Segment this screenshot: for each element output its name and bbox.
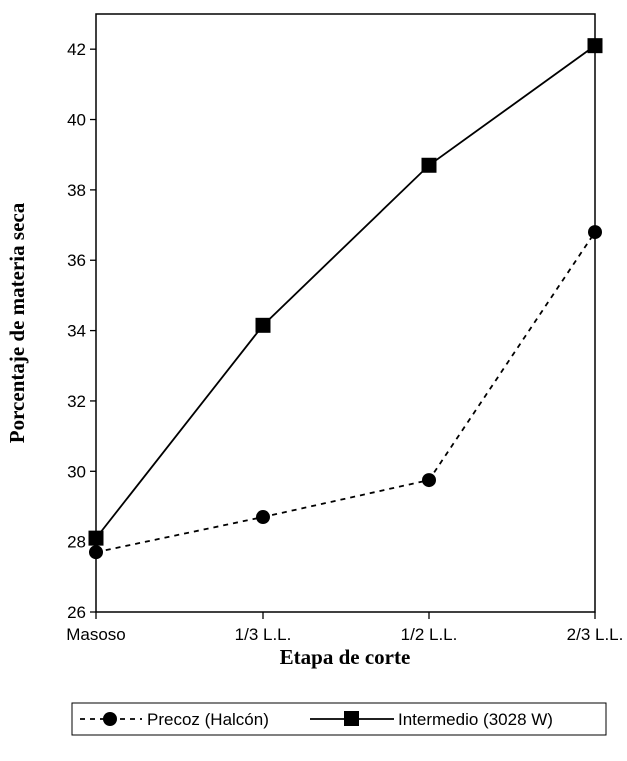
legend-marker-intermedio <box>344 711 359 726</box>
data-point-circle <box>256 510 270 525</box>
data-point-square <box>255 317 271 333</box>
legend-entry-precoz: Precoz (Halcón) <box>80 710 269 729</box>
y-tick-label: 34 <box>67 322 86 341</box>
y-tick-label: 42 <box>67 40 86 59</box>
y-tick-label: 32 <box>67 392 86 411</box>
series-layer <box>88 38 603 560</box>
y-tick-label: 38 <box>67 181 86 200</box>
data-point-square <box>587 38 603 54</box>
x-tick-label: Masoso <box>66 625 126 644</box>
data-point-circle <box>422 473 436 488</box>
series-precoz <box>89 225 602 560</box>
data-point-circle <box>89 545 103 560</box>
legend: Precoz (Halcón) Intermedio (3028 W) <box>71 702 607 736</box>
data-point-square <box>421 157 437 173</box>
y-tick-label: 30 <box>67 462 86 481</box>
series-intermedio <box>88 38 603 546</box>
legend-marker-precoz <box>103 712 117 726</box>
x-tick-label: 2/3 L.L. <box>567 625 624 644</box>
y-axis-ticks: 26 28 30 32 34 36 38 40 42 <box>67 40 96 622</box>
legend-label-precoz: Precoz (Halcón) <box>147 710 269 729</box>
x-tick-label: 1/3 L.L. <box>235 625 292 644</box>
x-axis-title: Etapa de corte <box>280 645 411 669</box>
x-tick-label: 1/2 L.L. <box>401 625 458 644</box>
y-tick-label: 40 <box>67 111 86 130</box>
legend-label-intermedio: Intermedio (3028 W) <box>398 710 553 729</box>
y-tick-label: 26 <box>67 603 86 622</box>
x-axis-ticks: Masoso 1/3 L.L. 1/2 L.L. 2/3 L.L. <box>66 612 623 644</box>
y-tick-label: 36 <box>67 251 86 270</box>
data-point-square <box>88 530 104 546</box>
data-point-circle <box>588 225 602 240</box>
y-axis-title: Porcentaje de materia seca <box>5 202 29 443</box>
series-line <box>95 44 596 539</box>
plot-frame <box>95 13 596 613</box>
series-line <box>95 231 596 554</box>
legend-entry-intermedio: Intermedio (3028 W) <box>310 710 553 729</box>
y-tick-label: 28 <box>67 533 86 552</box>
